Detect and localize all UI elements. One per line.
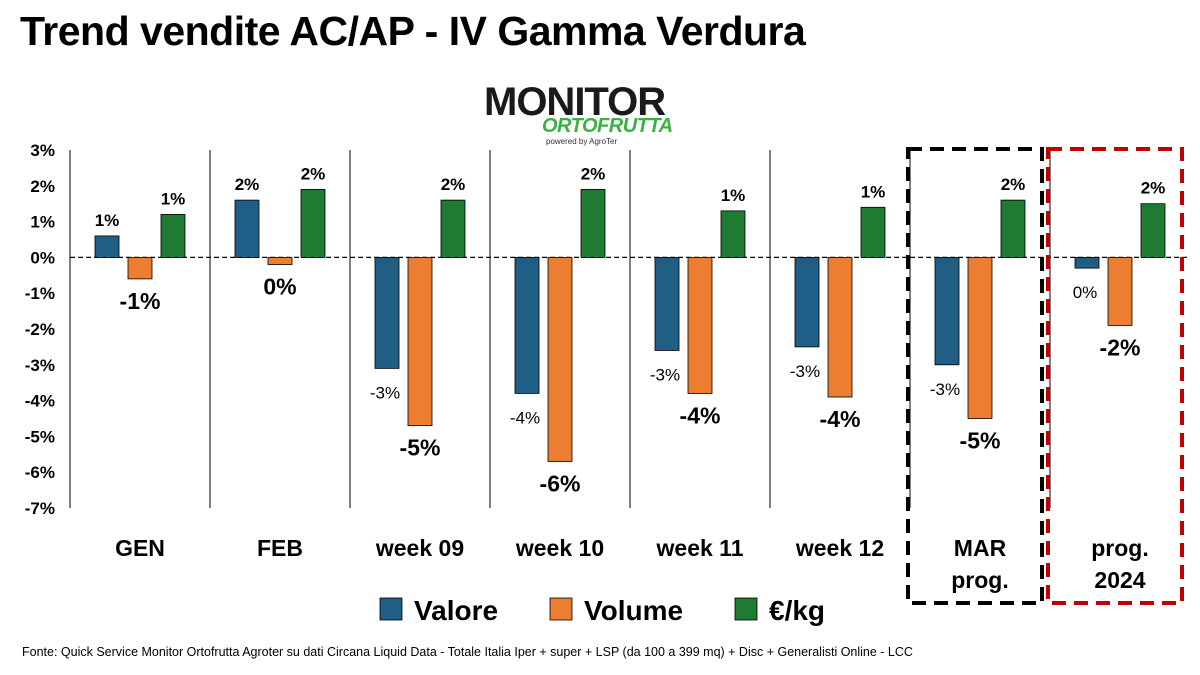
data-label-€/kg: 2% (1141, 179, 1166, 198)
y-tick-label: -1% (25, 284, 55, 303)
data-label-Valore: -3% (370, 383, 400, 402)
bar-Valore (374, 256, 400, 369)
bar-Volume (547, 256, 573, 462)
bar-chart: 3%2%1%0%-1%-2%-3%-4%-5%-6%-7%1%-1%1%GEN2… (25, 141, 1190, 626)
bar-Valore (234, 199, 260, 258)
data-label-€/kg: 1% (721, 186, 746, 205)
bar-€/kg (860, 206, 886, 258)
bar-€/kg (1000, 199, 1026, 258)
data-label-volume: -4% (680, 402, 721, 428)
bar-Valore (934, 256, 960, 366)
bar-Volume (267, 256, 293, 265)
y-tick-label: 3% (30, 141, 55, 160)
data-label-Valore: 2% (235, 175, 260, 194)
data-label-€/kg: 2% (301, 164, 326, 183)
bar-Valore (1074, 256, 1100, 269)
y-tick-label: -7% (25, 499, 55, 518)
bar-€/kg (440, 199, 466, 258)
data-label-Valore: 0% (1073, 283, 1098, 302)
data-label-volume: 0% (263, 274, 296, 300)
legend-label: Volume (584, 595, 683, 626)
data-label-volume: -5% (400, 435, 441, 461)
bar-Volume (967, 256, 993, 419)
bar-Volume (127, 256, 153, 280)
legend-label: Valore (414, 595, 498, 626)
y-tick-label: -2% (25, 320, 55, 339)
data-label-Valore: -3% (650, 365, 680, 384)
bar-€/kg (300, 188, 326, 258)
bar-Valore (794, 256, 820, 348)
category-label: prog. (951, 567, 1009, 593)
data-label-Valore: -3% (930, 380, 960, 399)
bar-Valore (514, 256, 540, 394)
bar-€/kg (160, 214, 186, 258)
data-label-volume: -1% (120, 288, 161, 314)
data-label-volume: -6% (540, 470, 581, 496)
category-label: week 11 (656, 535, 744, 561)
data-label-volume: -2% (1100, 334, 1141, 360)
data-label-volume: -5% (960, 428, 1001, 454)
y-tick-label: -6% (25, 463, 55, 482)
y-tick-label: 2% (30, 177, 55, 196)
category-label: 2024 (1094, 567, 1145, 593)
highlight-box-prog (1046, 147, 1184, 605)
y-tick-label: -4% (25, 392, 55, 411)
data-label-€/kg: 2% (581, 164, 606, 183)
legend-swatch-Volume (549, 597, 573, 621)
bar-Volume (1107, 256, 1133, 326)
bar-Volume (407, 256, 433, 427)
logo-sub: ORTOFRUTTA (542, 115, 673, 137)
data-label-€/kg: 2% (441, 175, 466, 194)
data-label-volume: -4% (820, 406, 861, 432)
y-tick-label: -5% (25, 427, 55, 446)
category-label: GEN (115, 535, 165, 561)
chart-title: Trend vendite AC/AP - IV Gamma Verdura (20, 8, 806, 54)
category-label: prog. (1091, 535, 1149, 561)
monitor-ortofrutta-logo: MONITOR ORTOFRUTTA powered by AgroTer (484, 80, 724, 150)
data-label-€/kg: 1% (861, 182, 886, 201)
y-tick-label: 0% (30, 248, 55, 267)
y-tick-label: 1% (30, 213, 55, 232)
y-tick-label: -3% (25, 356, 55, 375)
category-label: week 09 (375, 535, 464, 561)
category-label: week 12 (795, 535, 884, 561)
bar-€/kg (720, 210, 746, 258)
source-footer: Fonte: Quick Service Monitor Ortofrutta … (22, 645, 913, 659)
data-label-Valore: -4% (510, 408, 540, 427)
category-label: week 10 (515, 535, 604, 561)
legend-label: €/kg (769, 595, 825, 626)
data-label-€/kg: 1% (161, 189, 186, 208)
logo-powered: powered by AgroTer (546, 137, 618, 146)
bar-Valore (654, 256, 680, 351)
data-label-€/kg: 2% (1001, 175, 1026, 194)
data-label-Valore: 1% (95, 211, 120, 230)
bar-Valore (94, 235, 120, 258)
highlight-box-mar (906, 147, 1044, 605)
bar-Volume (827, 256, 853, 398)
category-label: MAR (954, 535, 1007, 561)
legend-swatch-€/kg (734, 597, 758, 621)
bar-€/kg (580, 188, 606, 258)
legend-swatch-Valore (379, 597, 403, 621)
data-label-Valore: -3% (790, 362, 820, 381)
category-label: FEB (257, 535, 303, 561)
bar-Volume (687, 256, 713, 394)
logo-brand: MONITOR (484, 80, 666, 124)
bar-€/kg (1140, 203, 1166, 258)
